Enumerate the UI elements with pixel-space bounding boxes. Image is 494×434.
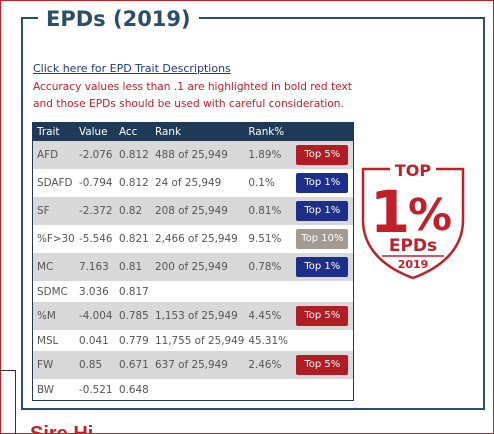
header-rank: Rank — [151, 122, 245, 141]
cell-value: 3.036 — [75, 281, 115, 302]
cell-trait: MSL — [32, 330, 75, 351]
cell-acc: 0.817 — [115, 281, 151, 302]
cell-rank: 24 of 25,949 — [151, 169, 245, 197]
seal-shield-outline — [361, 167, 465, 280]
cell-rank-pct — [244, 379, 293, 401]
cell-acc: 0.812 — [115, 141, 151, 169]
rank-badge: Top 1% — [296, 173, 349, 193]
cell-rank: 200 of 25,949 — [151, 253, 245, 281]
cell-value: 0.85 — [75, 351, 115, 379]
cell-rank — [151, 379, 245, 401]
cell-value: 0.041 — [75, 330, 115, 351]
cell-value: -2.372 — [75, 197, 115, 225]
epd-table: Trait Value Acc Rank Rank% AFD -2.076 0.81… — [32, 122, 354, 401]
table-row: BW -0.521 0.648 — [32, 379, 354, 401]
cell-rank: 2,466 of 25,949 — [151, 225, 245, 253]
cell-rank: 11,755 of 25,949 — [151, 330, 245, 351]
cell-trait: BW — [32, 379, 75, 401]
cell-rank-pct: 0.1% — [244, 169, 293, 197]
seal-year: 2019 — [398, 258, 429, 271]
cell-trait: SF — [32, 197, 75, 225]
cell-badge: Top 5% — [292, 141, 354, 169]
rank-badge: Top 1% — [296, 257, 349, 277]
cell-rank-pct: 0.81% — [244, 197, 293, 225]
cell-value: -0.794 — [75, 169, 115, 197]
seal-top-label: TOP — [395, 161, 432, 180]
cell-badge: Top 10% — [292, 225, 354, 253]
cell-badge — [292, 330, 354, 351]
cell-badge: Top 1% — [292, 169, 354, 197]
table-row: %M -4.004 0.785 1,153 of 25,949 4.45% Top 5% — [32, 302, 354, 330]
header-acc: Acc — [115, 122, 151, 141]
cell-acc: 0.81 — [115, 253, 151, 281]
section-title: EPDs (2019) — [38, 6, 199, 32]
table-row: SDMC 3.036 0.817 — [32, 281, 354, 302]
cell-value: -2.076 — [75, 141, 115, 169]
seal-percent: % — [408, 190, 452, 241]
rank-badge: Top 5% — [296, 145, 349, 165]
cell-acc: 0.812 — [115, 169, 151, 197]
cell-trait: %M — [32, 302, 75, 330]
cell-badge: Top 5% — [292, 351, 354, 379]
cell-badge: Top 5% — [292, 302, 354, 330]
rank-badge: Top 1% — [296, 201, 349, 221]
top-1-percent-seal: TOP 1 % EPDs 2019 — [361, 161, 465, 280]
cell-rank: 488 of 25,949 — [151, 141, 245, 169]
table-row: SF -2.372 0.82 208 of 25,949 0.81% Top 1% — [32, 197, 354, 225]
table-row: SDAFD -0.794 0.812 24 of 25,949 0.1% Top 1% — [32, 169, 354, 197]
cell-rank: 1,153 of 25,949 — [151, 302, 245, 330]
cell-acc: 0.779 — [115, 330, 151, 351]
cell-trait: AFD — [32, 141, 75, 169]
cell-acc: 0.671 — [115, 351, 151, 379]
table-row: FW 0.85 0.671 637 of 25,949 2.46% Top 5% — [32, 351, 354, 379]
header-badge — [292, 122, 354, 141]
table-header-row: Trait Value Acc Rank Rank% — [32, 122, 354, 141]
cell-acc: 0.821 — [115, 225, 151, 253]
epd-section — [21, 17, 485, 410]
cell-badge: Top 1% — [292, 197, 354, 225]
cell-value: -4.004 — [75, 302, 115, 330]
cell-trait: FW — [32, 351, 75, 379]
cell-rank-pct: 45.31% — [244, 330, 293, 351]
table-row: MC 7.163 0.81 200 of 25,949 0.78% Top 1% — [32, 253, 354, 281]
next-section-heading: Sire Hi — [30, 424, 93, 434]
rank-badge: Top 5% — [296, 306, 349, 326]
cell-badge — [292, 281, 354, 302]
epd-descriptions-link[interactable]: Click here for EPD Trait Descriptions — [33, 62, 231, 75]
cell-value: 7.163 — [75, 253, 115, 281]
cell-rank: 208 of 25,949 — [151, 197, 245, 225]
seal-number: 1 — [370, 178, 410, 246]
cell-rank: 637 of 25,949 — [151, 351, 245, 379]
cell-rank-pct: 0.78% — [244, 253, 293, 281]
header-rank-pct: Rank% — [244, 122, 293, 141]
cell-rank-pct: 4.45% — [244, 302, 293, 330]
cell-rank-pct: 2.46% — [244, 351, 293, 379]
header-value: Value — [75, 122, 115, 141]
table-row: MSL 0.041 0.779 11,755 of 25,949 45.31% — [32, 330, 354, 351]
accuracy-note: Accuracy values less than .1 are highlig… — [33, 81, 352, 110]
header-trait: Trait — [32, 122, 75, 141]
cell-rank-pct: 9.51% — [244, 225, 293, 253]
cell-badge: Top 1% — [292, 253, 354, 281]
cell-acc: 0.82 — [115, 197, 151, 225]
cell-badge — [292, 379, 354, 401]
table-row: %F>30 -5.546 0.821 2,466 of 25,949 9.51% Top … — [32, 225, 354, 253]
cell-value: -5.546 — [75, 225, 115, 253]
cell-value: -0.521 — [75, 379, 115, 401]
cell-trait: MC — [32, 253, 75, 281]
rank-badge: Top 5% — [296, 355, 349, 375]
cell-trait: SDMC — [32, 281, 75, 302]
seal-epds-label: EPDs — [389, 236, 437, 256]
table-row: AFD -2.076 0.812 488 of 25,949 1.89% Top 5% — [32, 141, 354, 169]
cell-rank-pct: 1.89% — [244, 141, 293, 169]
cell-acc: 0.648 — [115, 379, 151, 401]
cell-trait: %F>30 — [32, 225, 75, 253]
rank-badge: Top 10% — [296, 229, 349, 249]
cell-rank-pct — [244, 281, 293, 302]
cell-trait: SDAFD — [32, 169, 75, 197]
cell-rank — [151, 281, 245, 302]
left-divider — [0, 370, 16, 434]
cell-acc: 0.785 — [115, 302, 151, 330]
